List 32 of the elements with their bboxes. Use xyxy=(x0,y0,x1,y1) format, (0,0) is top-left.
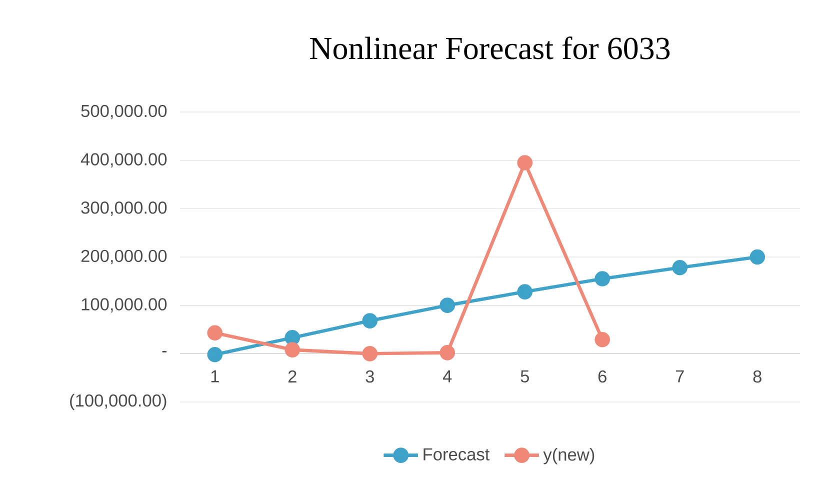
point xyxy=(207,346,223,362)
chart-title: Nonlinear Forecast for 6033 xyxy=(310,36,670,60)
x-tick-label: 3 xyxy=(366,370,374,383)
point xyxy=(440,298,456,313)
point xyxy=(672,260,688,276)
point xyxy=(284,342,300,358)
y-tick-label: 400,000.00 xyxy=(80,153,167,168)
point xyxy=(284,330,300,346)
y-tick-label: 300,000.00 xyxy=(81,201,167,216)
y-tick-label: 200,000.00 xyxy=(81,250,167,264)
x-tick-label: 5 xyxy=(520,370,529,382)
point xyxy=(362,346,378,362)
point xyxy=(207,325,223,341)
x-tick-label: 2 xyxy=(288,370,296,382)
point xyxy=(362,313,378,328)
point xyxy=(594,271,610,286)
legend-label: y(new) xyxy=(543,448,594,464)
x-tick-label: 1 xyxy=(211,370,219,382)
point xyxy=(750,249,766,265)
y-tick-label: 100,000.00 xyxy=(82,298,167,312)
x-tick-label: 4 xyxy=(442,370,452,382)
point xyxy=(517,155,533,170)
y-tick-label: (100,000.00) xyxy=(70,394,166,410)
legend-label: Forecast xyxy=(424,448,490,460)
x-tick-label: 8 xyxy=(753,370,762,383)
point xyxy=(517,284,533,300)
y-tick-label: 500,000.00 xyxy=(81,104,167,120)
x-tick-label: 7 xyxy=(676,370,684,382)
x-tick-label: 6 xyxy=(598,370,606,383)
point xyxy=(594,332,610,348)
point xyxy=(440,345,456,360)
y-tick-label: - xyxy=(162,351,167,352)
